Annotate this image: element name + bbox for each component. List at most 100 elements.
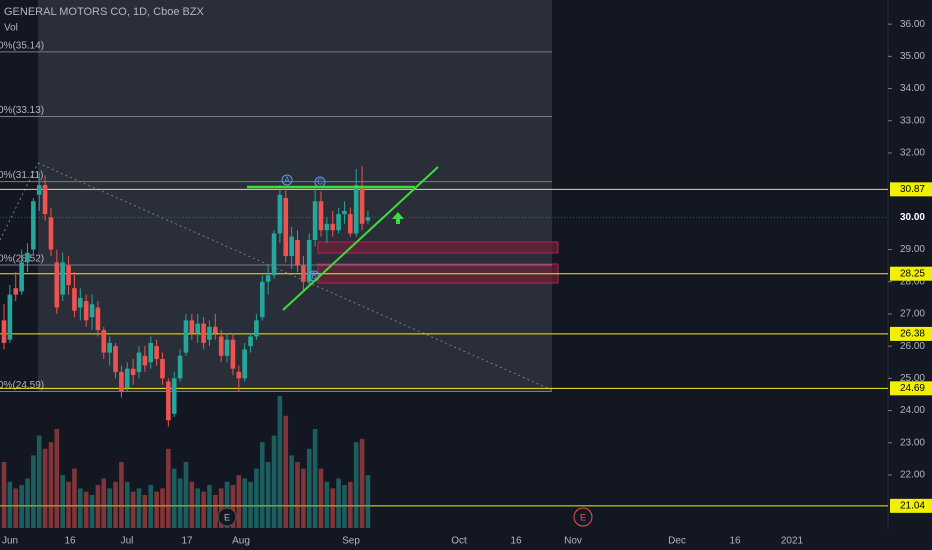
x-tick-label: 2021 [781,536,804,547]
candle-body [306,239,312,282]
volume-bar [242,478,247,528]
volume-bar [36,435,42,528]
candle-body [348,214,353,234]
volume-bar [54,429,60,528]
candle-body [295,239,300,266]
level-box [890,381,932,396]
zone [317,241,559,254]
wave-label: B [311,272,316,281]
volume-bar [295,462,300,528]
volume-bar [342,485,347,528]
candle-body [54,262,60,308]
candle-body [265,275,271,282]
candle-body [7,294,13,340]
candle-body [136,352,142,372]
volume-bar [201,491,206,528]
level-label: 24.69 [900,383,925,394]
volume-bar [177,478,183,528]
candle-body [36,185,42,195]
volume-bar [259,442,265,528]
support-trendline [282,166,439,311]
trend-dotted [0,162,39,241]
candle-body [283,198,289,256]
volume-bar [330,488,336,528]
candle-body [242,349,247,379]
volume-bar [83,491,89,528]
volume-bar [359,438,365,528]
y-tick-label: 36.00 [900,19,925,30]
fib-label: 0%(33.13) [0,105,44,116]
candle-body [359,188,365,224]
candle-body [171,378,177,414]
volume-bar [42,448,48,528]
event-label: E [224,512,230,522]
event-marker [573,507,593,527]
volume-bar [19,485,24,528]
y-tick-label: 24.00 [900,405,925,416]
volume-bar [101,478,107,528]
candle-body [42,185,48,215]
volume-bar [7,481,13,528]
wave-label: A [284,176,290,185]
volume-bar [306,448,312,528]
candle-body [318,201,324,231]
candle-body [95,307,101,331]
x-tick-label: 16 [729,536,741,547]
volume-bar [31,455,36,528]
candle-body [365,217,371,221]
volume-bar [72,468,77,528]
candle-body [201,323,206,343]
candle-body [166,381,171,421]
candle-body [107,342,112,353]
candle-body [218,336,224,356]
y-tick-label: 33.00 [900,115,925,126]
y-tick-label: 29.00 [900,244,925,255]
candle-body [124,368,130,389]
volume-bar [148,485,154,528]
level-box [890,498,932,513]
volume-bar [224,481,230,528]
candle-body [177,355,183,379]
candle-body [224,339,230,356]
volume-bar [171,468,177,528]
x-tick-label: 16 [510,536,522,547]
candle-body [83,301,89,321]
volume-bar [60,475,65,528]
candle-body [130,368,136,376]
volume-bar [289,455,294,528]
wave-marker [281,174,293,186]
y-tick-label: 32.00 [900,148,925,159]
candle-body [207,326,212,340]
y-tick-label: 23.00 [900,437,925,448]
level-label: 30.87 [900,184,925,195]
volume-bar [353,442,359,528]
candle-body [142,355,148,366]
candle-body [113,346,118,372]
volume-bar [124,481,130,528]
x-tick-label: Nov [564,536,582,547]
wave-label: C [317,178,323,187]
candle-body [336,214,341,231]
volume-bar [254,468,259,528]
volume-bar [189,481,195,528]
fib-label: 0%(35.14) [0,40,44,51]
candle-body [236,371,242,379]
candle-body [154,346,159,360]
x-tick-label: Dec [668,536,686,547]
volume-bar [312,429,318,528]
volume-bar [207,485,212,528]
candle-body [25,252,30,263]
volume-bar [113,481,118,528]
volume-bar [78,488,83,528]
volume-bar [365,475,371,528]
candle-body [31,201,36,250]
candle-body [60,262,65,295]
y-tick-label: 22.00 [900,470,925,481]
y-tick-label: 35.00 [900,51,925,62]
volume-bar [89,495,95,528]
volume-bar [195,488,201,528]
candle-body [254,320,259,337]
volume-bar [213,495,218,528]
level-label: 28.25 [900,268,925,279]
